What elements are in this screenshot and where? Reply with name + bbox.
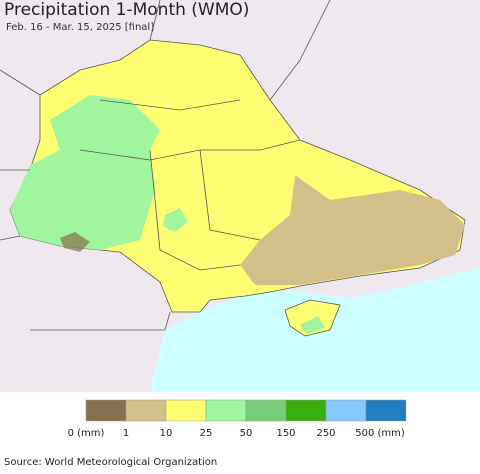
legend-label: 1 <box>123 428 129 439</box>
map <box>0 0 480 392</box>
source-note: Source: World Meteorological Organizatio… <box>4 457 217 468</box>
legend-label: 10 <box>160 428 173 439</box>
legend-label: 150 <box>276 428 295 439</box>
legend-swatch <box>285 399 327 422</box>
map-title: Precipitation 1-Month (WMO) <box>4 0 249 20</box>
legend-swatch <box>365 399 407 422</box>
legend-label: 0 (mm) <box>68 428 105 439</box>
map-subtitle: Feb. 16 - Mar. 15, 2025 [final] <box>6 22 154 33</box>
legend-label: 25 <box>200 428 213 439</box>
dry-spot <box>60 232 90 252</box>
legend-swatch <box>245 399 287 422</box>
legend-label: 250 <box>316 428 335 439</box>
wet-region <box>50 95 160 150</box>
legend-swatch <box>85 399 127 422</box>
legend-swatch <box>205 399 247 422</box>
legend: 0 (mm) 1 10 25 50 150 250 500 (mm) <box>68 399 407 439</box>
legend-label: 50 <box>240 428 253 439</box>
legend-swatch <box>325 399 367 422</box>
dry-region <box>240 175 465 285</box>
legend-swatch <box>165 399 207 422</box>
wet-region <box>10 150 155 250</box>
crimea <box>284 299 341 337</box>
border-lines <box>0 0 331 331</box>
legend-label: 500 (mm) <box>355 428 405 439</box>
wet-spot <box>300 316 325 334</box>
legend-swatch <box>125 399 167 422</box>
admin-lines <box>79 99 301 271</box>
wet-spot <box>163 208 188 232</box>
